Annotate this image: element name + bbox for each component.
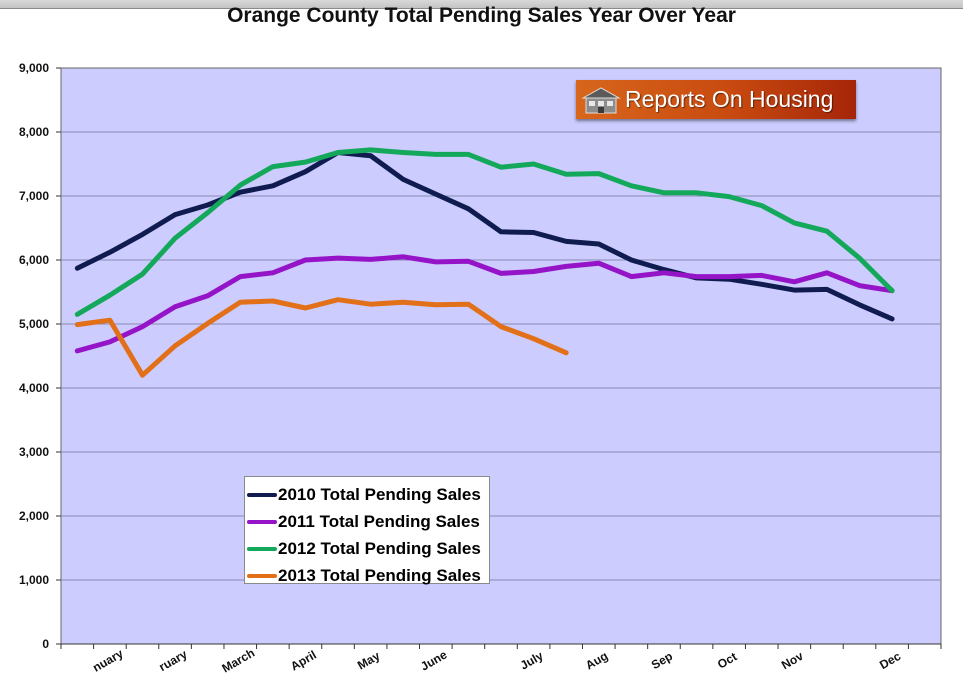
window-top-bar	[0, 0, 963, 9]
legend-swatch-2010	[247, 492, 277, 497]
x-tick-label: Aug	[583, 649, 610, 673]
reports-on-housing-logo: Reports On Housing	[576, 80, 856, 119]
legend-item-2010: 2010 Total Pending Sales	[245, 481, 489, 508]
y-tick-label: 8,000	[19, 125, 49, 139]
x-tick-label: ruary	[157, 647, 190, 674]
y-tick-label: 0	[42, 637, 49, 651]
legend-label-2010: 2010 Total Pending Sales	[278, 484, 481, 504]
y-tick-label: 7,000	[19, 189, 49, 203]
chart-title: Orange County Total Pending Sales Year O…	[227, 4, 736, 27]
legend-swatch-2013	[247, 573, 277, 578]
series-line-0	[74, 150, 895, 322]
x-tick-label: Oct	[715, 649, 739, 671]
series-line-3	[74, 297, 569, 378]
legend-item-2012: 2012 Total Pending Sales	[245, 535, 489, 562]
y-tick-label: 3,000	[19, 445, 49, 459]
x-tick-label: April	[288, 648, 319, 674]
x-tick-label: March	[219, 646, 257, 676]
y-tick-label: 5,000	[19, 317, 49, 331]
y-tick-label: 4,000	[19, 381, 49, 395]
x-tick-label: May	[355, 648, 382, 672]
y-tick-label: 1,000	[19, 573, 49, 587]
x-tick-label: Nov	[779, 649, 806, 673]
y-tick-label: 9,000	[19, 61, 49, 75]
legend-item-2013: 2013 Total Pending Sales	[245, 562, 489, 589]
series-line-2	[74, 147, 895, 317]
legend-label-2011: 2011 Total Pending Sales	[278, 511, 480, 531]
x-tick-label: Dec	[877, 649, 903, 672]
y-tick-label: 2,000	[19, 509, 49, 523]
legend-swatch-2011	[247, 519, 277, 524]
logo-text: Reports On Housing	[625, 86, 834, 112]
x-tick-label: June	[418, 647, 450, 673]
legend-swatch-2012	[247, 546, 277, 551]
plot-area	[60, 67, 942, 645]
house-icon	[581, 86, 621, 113]
legend-label-2013: 2013 Total Pending Sales	[278, 565, 481, 585]
series-line-1	[74, 254, 895, 354]
x-tick-label: Sep	[649, 649, 675, 672]
legend-item-2011: 2011 Total Pending Sales	[245, 508, 489, 535]
x-tick-label: July	[518, 648, 546, 672]
y-tick-label: 6,000	[19, 253, 49, 267]
chart-legend: 2010 Total Pending Sales 2011 Total Pend…	[244, 476, 490, 585]
legend-label-2012: 2012 Total Pending Sales	[278, 538, 481, 558]
x-tick-label: nuary	[90, 646, 126, 675]
